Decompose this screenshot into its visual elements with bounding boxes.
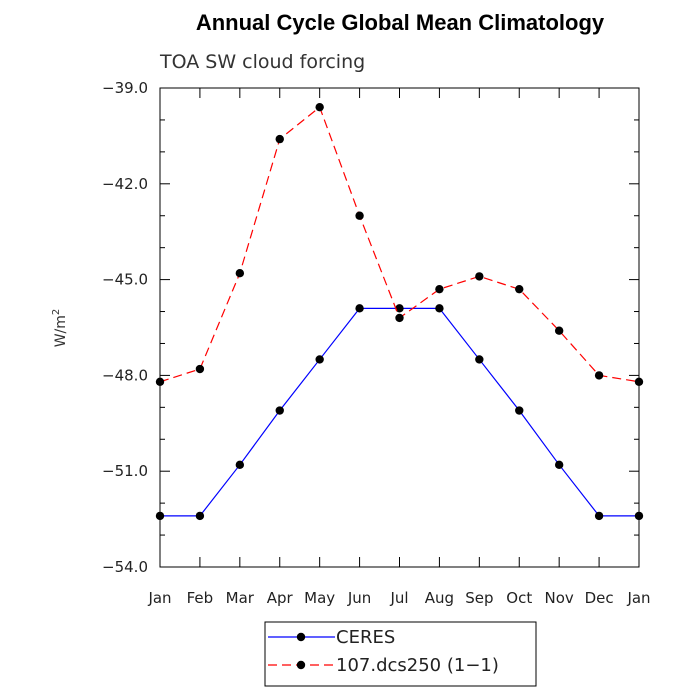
tick-labels: Jan Feb Mar Apr May Jun Jul Aug Sep Oct Nov Dec Jan −… xyxy=(102,79,651,607)
data-point-model xyxy=(554,326,564,335)
x-tick-label: Feb xyxy=(187,589,214,607)
y-tick-label: −39.0 xyxy=(102,79,148,97)
y-tick-label: −51.0 xyxy=(102,462,148,480)
axis-ticks xyxy=(159,87,640,568)
legend-marker-model xyxy=(296,660,306,670)
x-tick-label: Jan xyxy=(626,589,650,607)
y-tick-label: −45.0 xyxy=(102,271,148,289)
x-tick-label: Aug xyxy=(425,589,454,607)
y-axis-label-base: W/m xyxy=(53,315,69,347)
x-tick-label: Dec xyxy=(585,589,614,607)
series-line-model xyxy=(159,106,640,383)
data-point-ceres xyxy=(475,355,484,364)
x-tick-label: Nov xyxy=(545,589,574,607)
data-point-model xyxy=(235,269,245,278)
legend-box xyxy=(264,621,537,687)
data-point-ceres xyxy=(275,406,284,415)
data-point-ceres xyxy=(435,304,444,313)
chart-title: Annual Cycle Global Mean Climatology xyxy=(196,10,605,35)
x-tick-label: Oct xyxy=(506,589,532,607)
data-point-ceres xyxy=(355,304,364,313)
data-point-model xyxy=(195,364,205,374)
data-point-model xyxy=(355,211,364,220)
x-tick-label: Jun xyxy=(347,589,371,607)
data-point-ceres xyxy=(554,460,564,470)
x-tick-label: Jan xyxy=(147,589,171,607)
legend-label-model: 107.dcs250 (1−1) xyxy=(336,655,499,676)
x-tick-label: Mar xyxy=(226,589,255,607)
chart-subtitle: TOA SW cloud forcing xyxy=(159,51,365,73)
data-point-model xyxy=(475,272,484,281)
data-point-model xyxy=(435,284,444,294)
y-tick-label: −42.0 xyxy=(102,175,148,193)
data-point-ceres xyxy=(395,304,404,313)
legend-label-ceres: CERES xyxy=(336,627,395,648)
y-axis-label: W/m2 xyxy=(51,309,69,348)
data-point-model xyxy=(594,371,604,380)
x-tick-label: Apr xyxy=(267,589,294,607)
x-tick-label: Jul xyxy=(389,589,408,607)
data-point-model xyxy=(515,284,524,294)
x-tick-label: Sep xyxy=(465,589,493,607)
data-point-model xyxy=(315,102,324,112)
legend: CERES 107.dcs250 (1−1) xyxy=(264,621,537,687)
data-point-model xyxy=(275,134,284,144)
data-point-model xyxy=(395,313,404,323)
data-point-ceres xyxy=(515,406,524,415)
data-point-ceres xyxy=(594,511,604,521)
series-layer xyxy=(155,102,644,521)
y-tick-label: −54.0 xyxy=(102,558,148,576)
y-axis-label-exponent: 2 xyxy=(51,309,62,315)
legend-marker-ceres xyxy=(296,632,306,642)
data-point-ceres xyxy=(315,355,324,364)
svg-text:W/m2: W/m2 xyxy=(51,309,69,348)
plot-frame xyxy=(159,87,640,568)
data-point-ceres xyxy=(235,460,245,470)
data-point-ceres xyxy=(195,511,205,521)
y-tick-label: −48.0 xyxy=(102,366,148,384)
x-tick-label: May xyxy=(304,589,335,607)
